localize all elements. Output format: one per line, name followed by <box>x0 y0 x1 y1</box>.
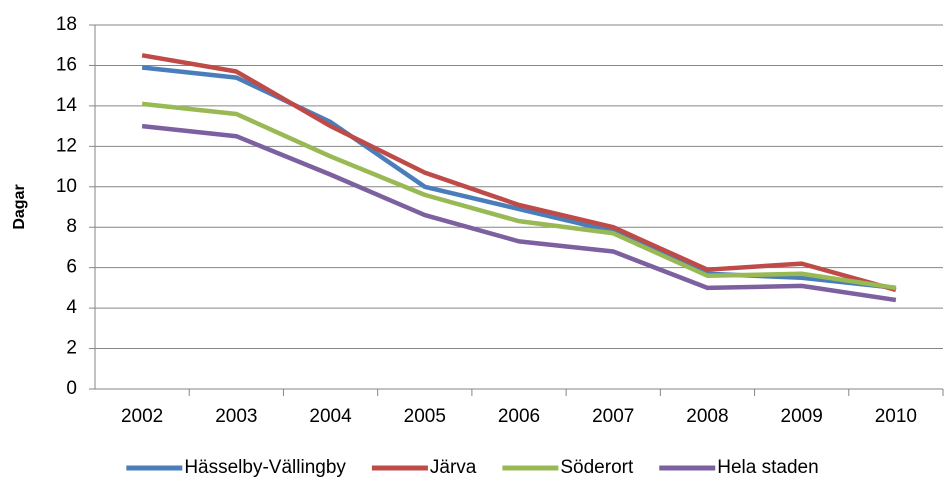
y-tick-label: 10 <box>56 176 77 197</box>
y-axis-label: Dagar <box>11 184 28 229</box>
x-tick-label: 2005 <box>404 406 446 427</box>
x-tick-label: 2006 <box>498 406 540 427</box>
series-line <box>141 65 897 291</box>
legend-label: Hela staden <box>717 457 818 478</box>
y-tick-label: 6 <box>66 257 77 278</box>
legend-label: Järva <box>430 457 477 478</box>
x-tick-label: 2004 <box>309 406 352 427</box>
legend-label: Söderort <box>560 457 634 478</box>
y-tick-label: 14 <box>56 95 78 116</box>
y-tick-label: 18 <box>56 14 77 35</box>
y-tick-label: 2 <box>66 338 77 359</box>
y-tick-label: 4 <box>66 297 77 318</box>
series-line <box>141 123 897 303</box>
y-tick-label: 8 <box>66 216 77 237</box>
legend-label: Hässelby-Vällingby <box>184 457 346 478</box>
y-tick-label: 0 <box>66 378 77 399</box>
series-line <box>141 101 897 291</box>
x-tick-label: 2009 <box>781 406 823 427</box>
x-tick-label: 2008 <box>686 406 728 427</box>
x-tick-label: 2010 <box>875 406 917 427</box>
series-line <box>141 53 897 293</box>
y-tick-label: 16 <box>56 54 77 75</box>
y-tick-label: 12 <box>56 135 77 156</box>
x-tick-label: 2003 <box>215 406 257 427</box>
x-tick-label: 2007 <box>592 406 634 427</box>
x-tick-label: 2002 <box>121 406 163 427</box>
